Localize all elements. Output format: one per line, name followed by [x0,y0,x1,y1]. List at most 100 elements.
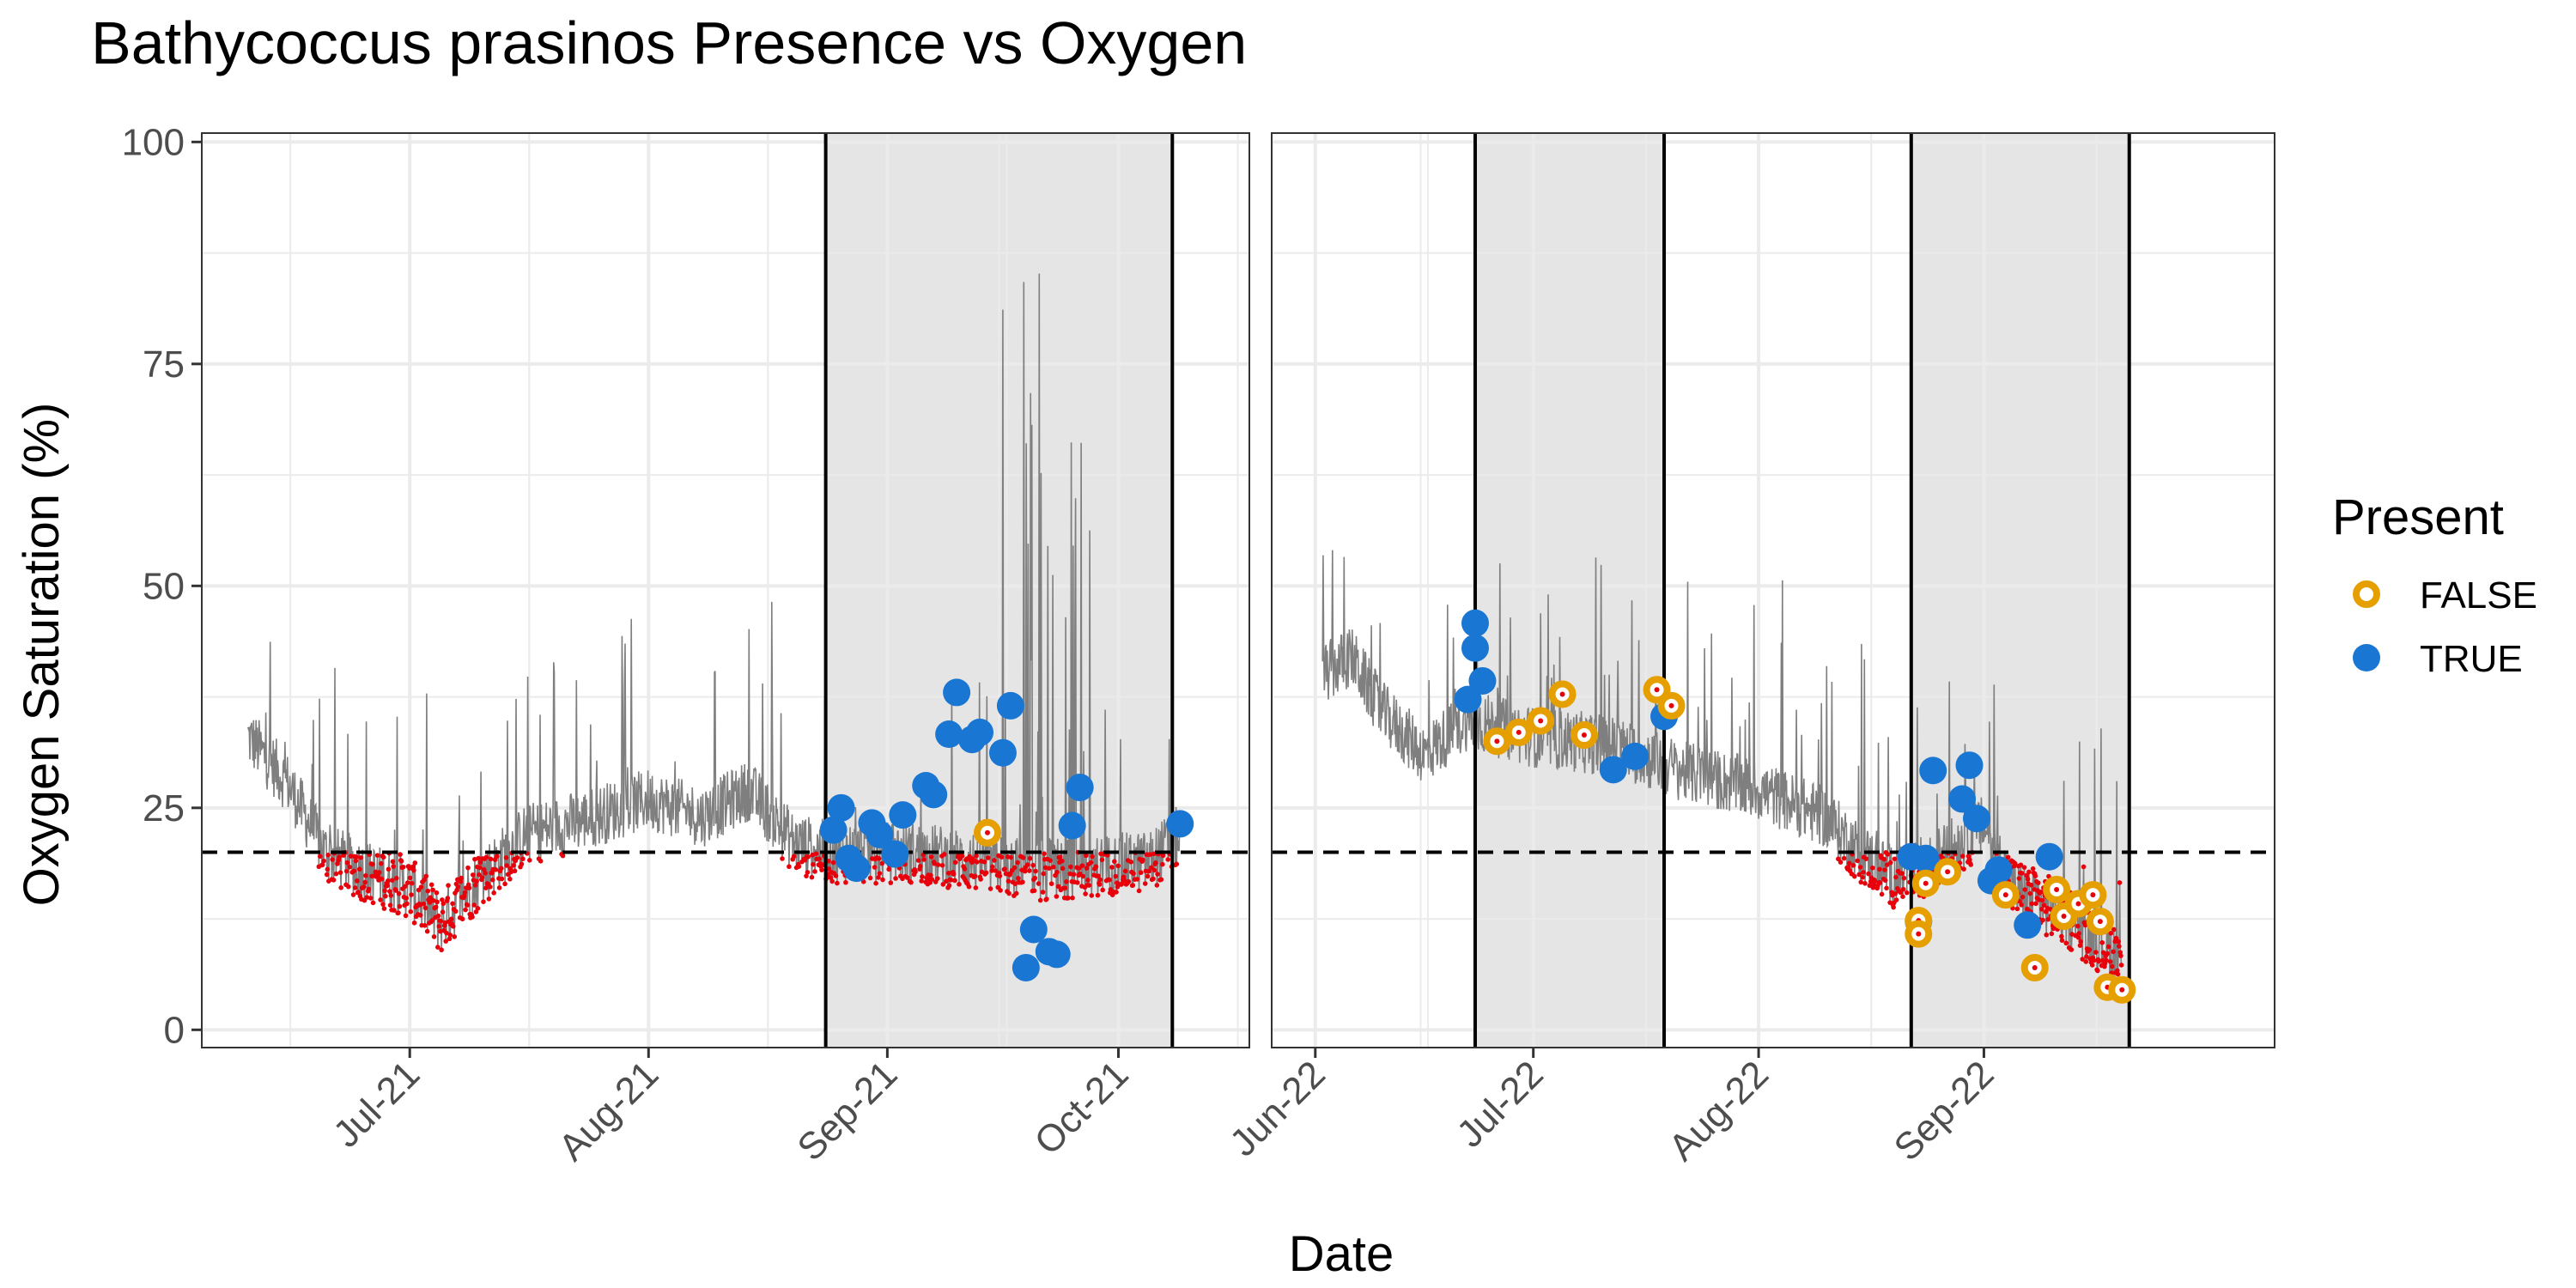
hypoxic-point [985,855,991,860]
hypoxic-point [810,852,815,858]
hypoxic-point [1016,876,1021,881]
hypoxic-point [410,864,416,870]
hypoxic-point [465,902,471,908]
hypoxic-point [952,860,958,866]
hypoxic-point [886,866,891,872]
presence-point-true [1454,685,1482,714]
hypoxic-point [361,884,367,890]
hypoxic-point [347,864,353,870]
hypoxic-point [2100,950,2106,956]
hypoxic-point [867,875,873,881]
hypoxic-point [1008,854,1014,860]
hypoxic-point [440,897,445,902]
hypoxic-point [462,890,468,896]
presence-point-true [1919,756,1947,785]
hypoxic-point [428,882,434,888]
presence-point-true [1066,774,1094,802]
hypoxic-point [459,916,465,922]
legend-key-true [2353,644,2380,671]
oxygen-trace [1321,550,2123,984]
hypoxic-point [1107,877,1112,883]
hypoxic-point [2075,935,2081,940]
hypoxic-point [472,856,477,862]
hypoxic-point [386,866,392,872]
hypoxic-point [434,890,440,896]
hypoxic-point [470,872,476,878]
hypoxic-point [1122,868,1128,874]
hypoxic-point [375,873,381,879]
hypoxic-point [499,876,505,882]
hypoxic-point [1138,870,1144,876]
hypoxic-point [1867,883,1873,889]
hypoxic-point [944,878,949,884]
presence-point-false-center [1916,931,1922,937]
hypoxic-point [1015,860,1020,866]
hypoxic-point [915,858,921,863]
hypoxic-point [1146,868,1151,874]
hypoxic-point [1089,893,1095,898]
hypoxic-point [471,902,477,908]
hypoxic-point [358,854,363,860]
hypoxic-point [2113,935,2119,941]
hypoxic-point [1119,881,1125,887]
hypoxic-point [325,866,331,872]
hypoxic-point [474,878,479,884]
hypoxic-point [928,854,934,860]
hypoxic-point [913,869,918,875]
hypoxic-point [819,867,824,872]
hypoxic-point [1147,852,1153,857]
presence-point-true [1012,953,1040,981]
hypoxic-point [805,854,811,860]
hypoxic-point [2039,897,2045,903]
hypoxic-point [1877,880,1883,885]
hypoxic-point [560,853,566,859]
legend: Present FALSE TRUE [2332,489,2537,680]
hypoxic-point [975,860,980,865]
hypoxic-point [2022,887,2027,892]
hypoxic-point [350,892,356,897]
hypoxic-point [920,874,925,879]
hypoxic-point [2024,872,2030,878]
hypoxic-point [465,865,471,871]
hypoxic-point [494,854,500,860]
presence-point-false-center [1581,732,1587,738]
hypoxic-point [1037,897,1043,903]
presence-point-false-center [2119,987,2125,993]
hypoxic-point [972,873,978,879]
hypoxic-point [1048,858,1053,863]
hypoxic-point [2104,957,2109,963]
hypoxic-point [337,854,342,860]
hypoxic-point [434,899,440,905]
hypoxic-point [1861,870,1866,875]
hypoxic-point [418,884,424,890]
hypoxic-point [780,856,785,861]
hypoxic-point [2019,902,2024,908]
hypoxic-point [392,908,397,913]
hypoxic-point [1095,892,1101,898]
hypoxic-point [1083,891,1088,896]
hypoxic-point [398,852,403,857]
hypoxic-point [1070,895,1075,901]
presence-point-false-center [2090,892,2096,898]
presence-point-true [1461,609,1489,637]
hypoxic-point [408,908,414,914]
hypoxic-point [455,884,461,890]
hypoxic-point [1036,881,1042,886]
hypoxic-point [1097,877,1103,883]
hypoxic-point [445,896,451,901]
hypoxic-point [397,903,403,909]
hypoxic-point [507,876,513,882]
hypoxic-point [321,858,326,864]
hypoxic-point [2014,906,2020,912]
hypoxic-point [966,884,972,890]
hypoxic-point [437,928,443,934]
presence-point-true [2035,842,2063,871]
hypoxic-point [373,869,379,875]
hypoxic-point [483,854,489,860]
hypoxic-point [355,878,360,884]
hypoxic-point [422,923,428,928]
hypoxic-point [829,878,835,884]
presence-point-true [2014,911,2042,939]
hypoxic-point [998,888,1003,893]
hypoxic-point [948,878,954,883]
